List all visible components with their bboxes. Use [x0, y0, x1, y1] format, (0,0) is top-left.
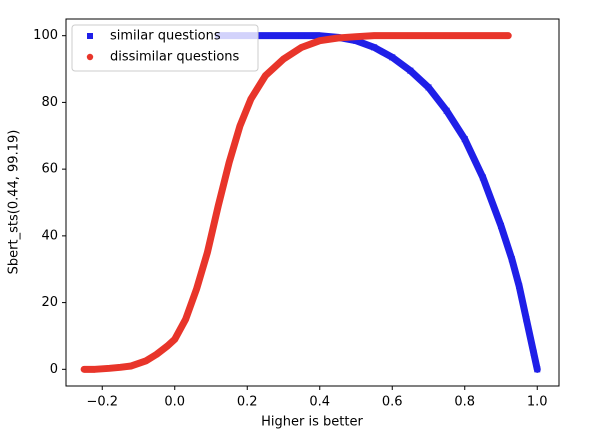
point: [117, 364, 124, 371]
y-axis-label: Sbert_sts(0.44, 99.19): [7, 130, 22, 275]
point: [443, 32, 450, 39]
point: [389, 32, 396, 39]
point: [215, 202, 222, 210]
x-tick-label: 0.8: [454, 395, 475, 410]
point: [407, 67, 414, 74]
x-tick-label: 0.2: [237, 395, 258, 410]
point: [505, 32, 512, 39]
point: [128, 362, 135, 370]
point: [316, 32, 323, 39]
series-band: [214, 32, 541, 373]
point: [106, 365, 113, 372]
point: [534, 366, 541, 373]
legend-marker: [87, 33, 93, 39]
point: [443, 107, 450, 114]
point: [530, 349, 537, 356]
legend-label: similar questions: [110, 29, 221, 44]
x-axis-label: Higher is better: [261, 415, 363, 430]
point: [353, 37, 359, 44]
point: [389, 54, 396, 61]
point: [298, 32, 305, 39]
legend-box: [71, 24, 259, 72]
point: [516, 282, 523, 289]
legend-marker: [86, 53, 94, 61]
point: [523, 316, 530, 323]
point: [164, 342, 171, 350]
point: [468, 32, 476, 39]
y-tick-label: 100: [33, 28, 58, 43]
y-tick-label: 0: [50, 362, 58, 377]
point: [153, 351, 160, 358]
point: [193, 286, 200, 293]
point: [171, 336, 178, 343]
x-tick-label: 1.0: [527, 395, 548, 410]
legend-label: dissimilar questions: [110, 50, 240, 65]
x-tick-label: −0.2: [86, 395, 118, 410]
point: [498, 222, 504, 229]
point: [425, 84, 432, 91]
point: [407, 32, 414, 39]
point: [371, 44, 378, 51]
point: [80, 366, 88, 373]
plot-frame: [65, 18, 560, 387]
y-tick-label: 40: [41, 228, 58, 243]
point: [461, 136, 468, 143]
point: [334, 34, 342, 42]
series-band: [80, 32, 512, 373]
point: [247, 95, 255, 103]
y-tick-label: 60: [41, 162, 58, 177]
point: [508, 256, 515, 263]
point: [91, 366, 99, 373]
point: [370, 32, 378, 39]
x-tick-label: 0.0: [164, 395, 185, 410]
point: [280, 55, 287, 63]
point: [182, 316, 189, 323]
point: [204, 249, 211, 256]
x-tick-label: 0.6: [382, 395, 403, 410]
point: [280, 32, 287, 39]
point: [316, 37, 323, 44]
point: [236, 122, 244, 129]
point: [352, 33, 360, 40]
point: [142, 357, 149, 365]
y-tick-label: 80: [41, 95, 58, 110]
point: [298, 44, 305, 51]
point: [262, 32, 269, 39]
point: [262, 72, 269, 79]
point: [479, 174, 486, 181]
point: [425, 32, 432, 39]
y-tick-label: 20: [41, 295, 58, 310]
point: [225, 159, 233, 166]
x-tick-label: 0.4: [309, 395, 330, 410]
